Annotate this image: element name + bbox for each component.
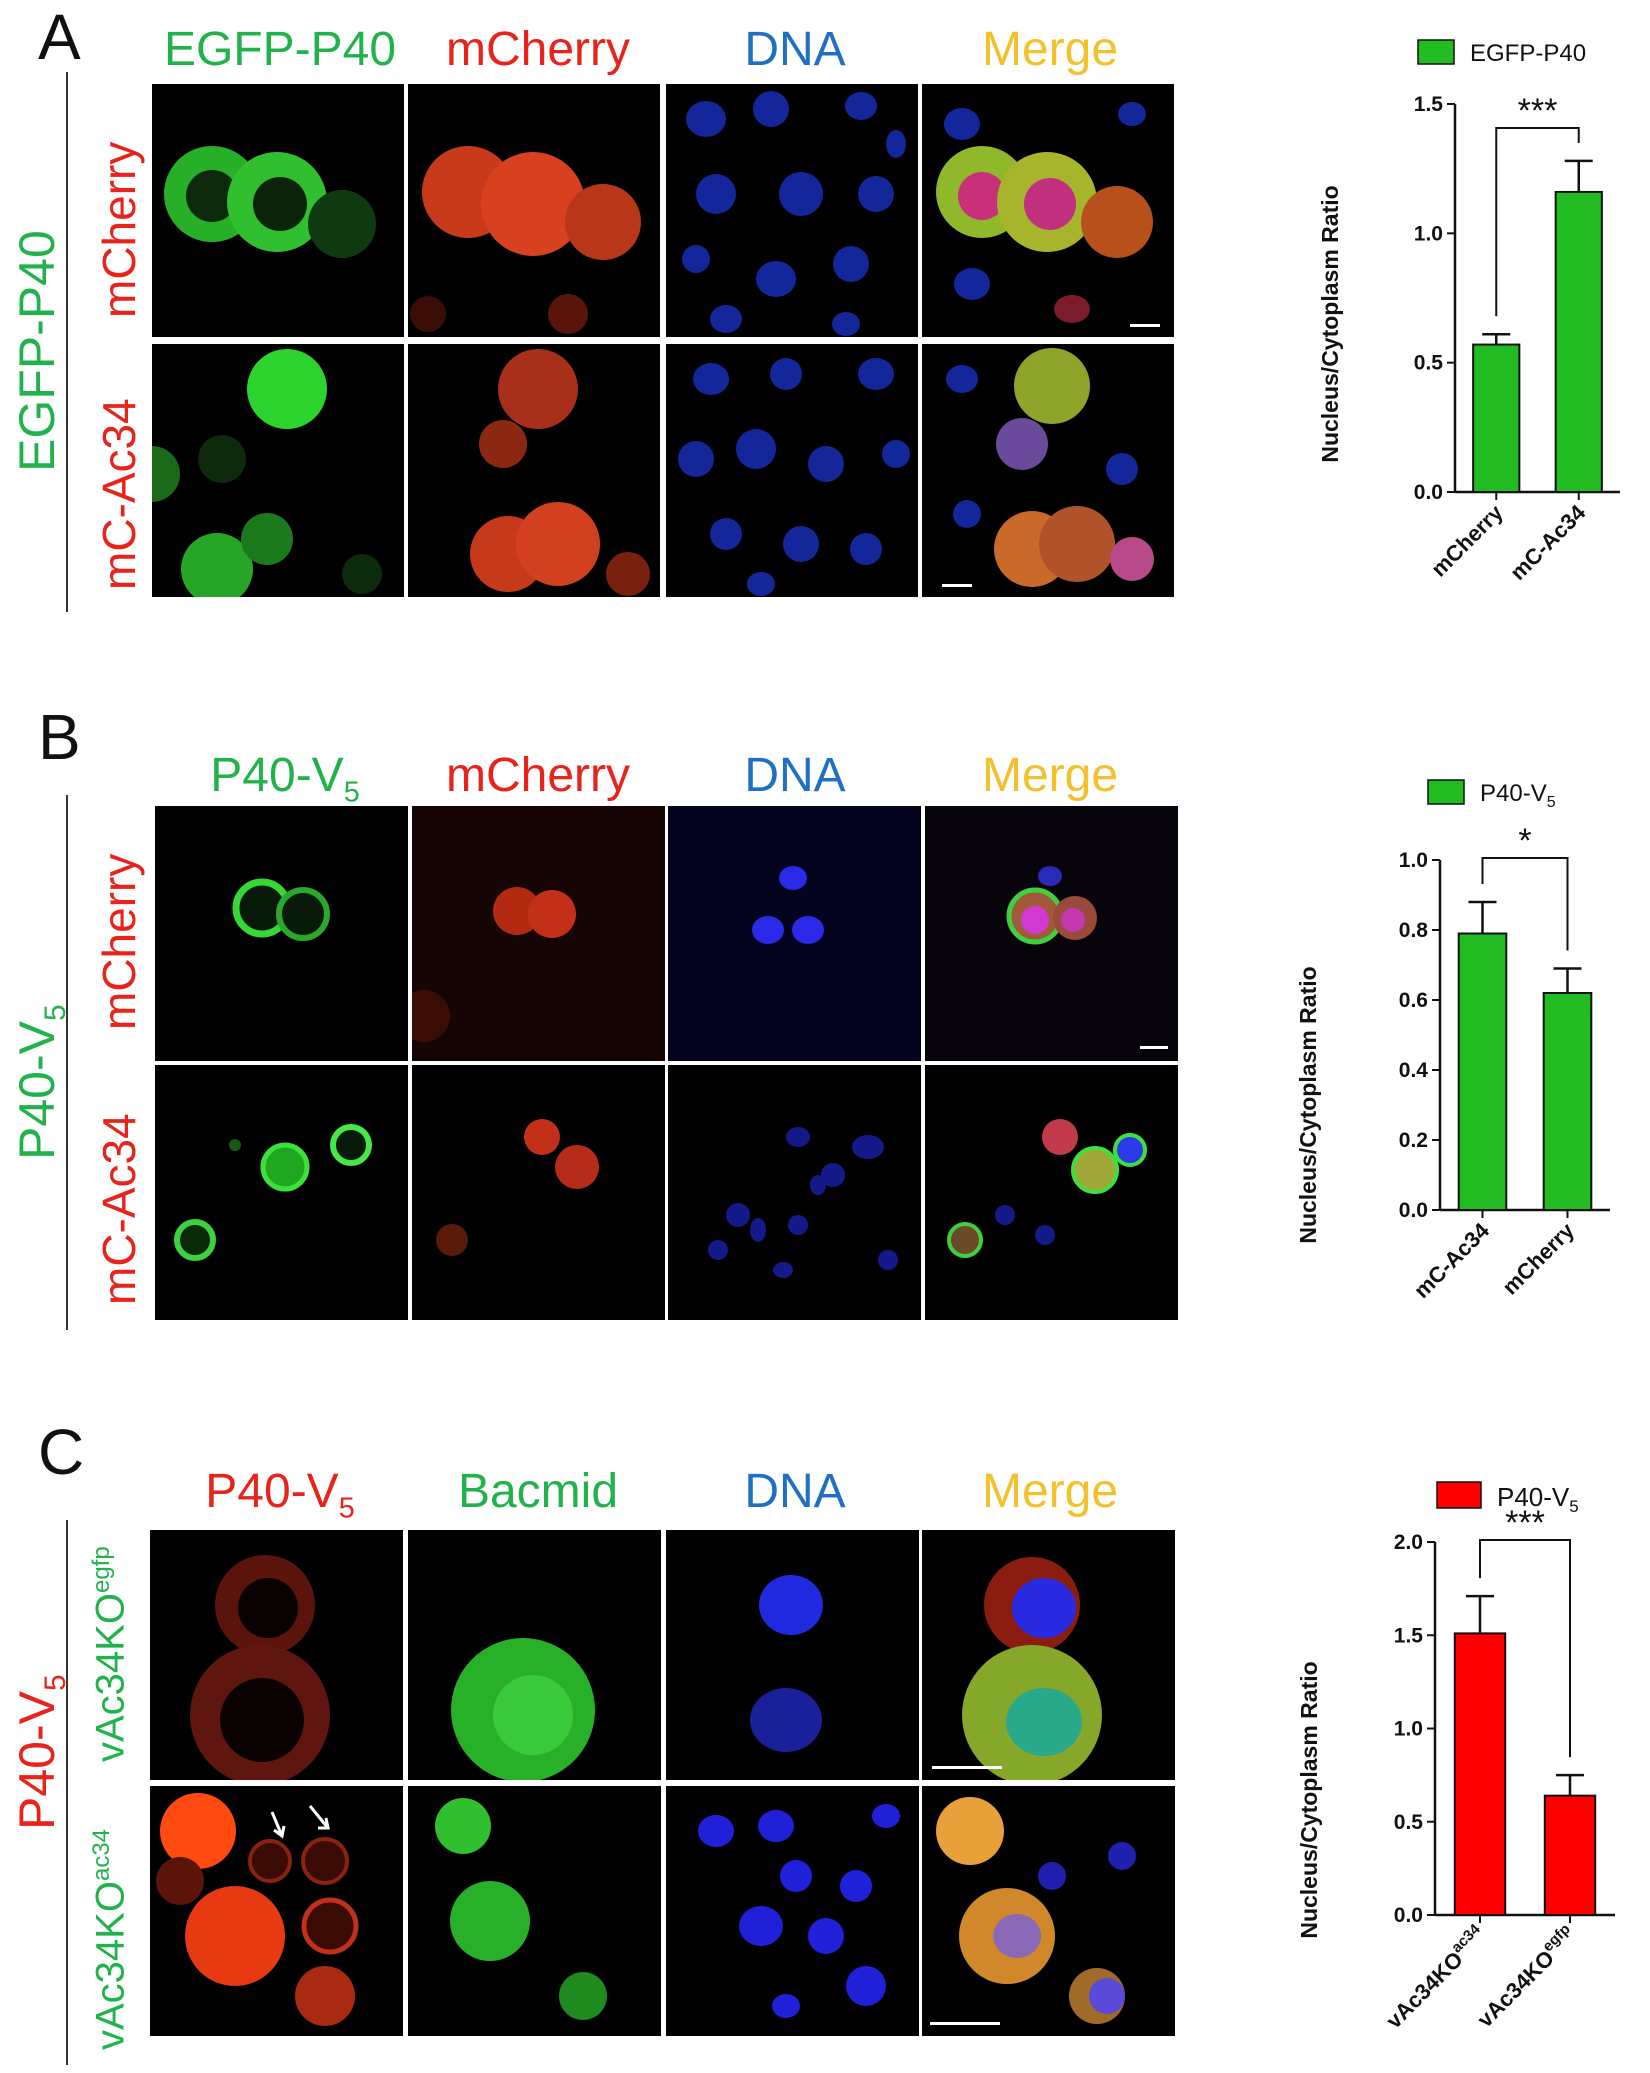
significance-bracket <box>1481 857 1569 951</box>
micrograph-b-merge-mcherry <box>925 806 1178 1061</box>
bar <box>1457 932 1508 1211</box>
micrograph-a-merge-mcherry <box>922 84 1174 337</box>
row-label-mcherry: mCherry <box>93 141 145 318</box>
row-label-mcherry-b: mCherry <box>93 853 145 1030</box>
micrograph-c-p40-egfp <box>150 1530 403 1780</box>
col-head-mcherry-b: mCherry <box>445 749 630 802</box>
col-head-dna-b: DNA <box>744 749 846 802</box>
y-tick-label: 1.0 <box>1394 1718 1423 1741</box>
y-tick-label: 0.0 <box>1414 481 1443 504</box>
legend-swatch-a <box>1417 39 1455 65</box>
micrograph-b-merge-mc-ac34 <box>925 1065 1178 1320</box>
y-tick-label: 2.0 <box>1394 1531 1423 1554</box>
row-label-mc-ac34-b: mC-Ac34 <box>93 1113 145 1305</box>
bar-chart-c: P40-V5 Nucleus/Cytoplasm Ratio 0.0 0.5 1.0… <box>1296 1481 1615 2033</box>
micrograph-a-mcherry-mc-ac34 <box>408 344 660 597</box>
significance-stars: * <box>1518 822 1531 860</box>
row-label-vac34ko-ac34: vAc34KOac34 <box>88 1828 133 2050</box>
col-head-mcherry: mCherry <box>445 23 630 76</box>
col-head-merge-b: Merge <box>981 749 1119 802</box>
bar <box>1554 190 1603 494</box>
side-label-egfp-p40: EGFP-P40 <box>9 230 65 472</box>
significance-bracket <box>1495 127 1580 317</box>
y-tick-label: 1.5 <box>1394 1624 1424 1647</box>
side-label-p40-v5-b: P40-V5 <box>9 1004 72 1160</box>
y-tick-label: 0.2 <box>1399 1129 1428 1152</box>
legend-label-c: P40-V5 <box>1497 1482 1579 1516</box>
col-head-dna: DNA <box>744 23 846 76</box>
bar <box>1543 1794 1597 1917</box>
x-tick-label: mC-Ac34 <box>1409 1217 1495 1303</box>
side-label-p40-v5-c: P40-V5 <box>9 1674 72 1830</box>
col-head-bacmid: Bacmid <box>457 1465 619 1518</box>
x-tick-label: mCherry <box>1426 499 1508 580</box>
row-label-vac34ko-egfp: vAc34KOegfp <box>88 1546 133 1762</box>
bar <box>1542 992 1593 1211</box>
y-tick-label: 0.5 <box>1394 1811 1424 1834</box>
micrograph-c-bacmid-ac34 <box>408 1786 661 2036</box>
legend-label-b: P40-V5 <box>1480 780 1556 811</box>
y-tick-label: 0.6 <box>1399 989 1428 1012</box>
micrograph-b-mcherry-mcherry <box>412 806 665 1061</box>
col-head-p40-v5: P40-V5 <box>210 749 360 809</box>
legend-swatch-c <box>1436 1481 1482 1509</box>
micrograph-b-mcherry-mc-ac34 <box>412 1065 665 1320</box>
x-tick-label: vAc34KOegfp <box>1470 1921 1581 2032</box>
col-head-dna-c: DNA <box>744 1465 846 1518</box>
micrograph-b-dna-mcherry <box>668 806 921 1061</box>
x-tick-label: mCherry <box>1497 1217 1579 1299</box>
col-head-merge-c: Merge <box>981 1465 1119 1518</box>
y-axis-label-b: Nucleus/Cytoplasm Ratio <box>1295 966 1321 1243</box>
row-label-mc-ac34: mC-Ac34 <box>93 398 145 590</box>
y-tick-label: 1.0 <box>1399 849 1428 872</box>
y-tick-label: 0.5 <box>1414 352 1444 375</box>
bar <box>1453 1632 1507 1916</box>
y-tick-label: 0.0 <box>1399 1199 1428 1222</box>
panel-letter-b: B <box>38 701 81 773</box>
col-head-p40-v5-c: P40-V5 <box>205 1465 355 1525</box>
micrograph-a-merge-mc-ac34 <box>922 344 1174 597</box>
x-tick-label: mC-Ac34 <box>1505 499 1591 580</box>
col-head-egfp-p40: EGFP-P40 <box>163 23 397 76</box>
significance-bracket <box>1479 1539 1571 1758</box>
micrograph-a-dna-mcherry <box>666 84 918 337</box>
micrograph-a-dna-mc-ac34 <box>666 344 918 597</box>
micrograph-c-merge-egfp <box>922 1530 1175 1780</box>
micrograph-c-merge-ac34 <box>922 1786 1175 2036</box>
y-tick-label: 0.8 <box>1399 919 1429 942</box>
micrograph-b-p40-mc-ac34 <box>155 1065 408 1320</box>
bar-chart-b: P40-V5 Nucleus/Cytoplasm Ratio 0.0 0.2 0.4… <box>1295 779 1610 1303</box>
significance-stars: *** <box>1505 1504 1545 1542</box>
side-divider-c <box>66 1520 68 2065</box>
bar-chart-a: EGFP-P40 Nucleus/Cytoplasm Ratio 0.0 0.5 1… <box>1317 39 1620 580</box>
legend-swatch-b <box>1427 779 1465 805</box>
y-tick-label: 1.5 <box>1414 93 1444 116</box>
bar <box>1472 343 1521 493</box>
micrograph-c-bacmid-egfp <box>408 1530 661 1780</box>
side-divider-b <box>66 795 68 1330</box>
micrograph-c-dna-egfp <box>666 1530 919 1780</box>
y-axis-label-c: Nucleus/Cytoplasm Ratio <box>1296 1661 1322 1938</box>
legend-label-a: EGFP-P40 <box>1470 40 1586 67</box>
micrograph-b-p40-mcherry <box>155 806 408 1061</box>
micrograph-a-mcherry-mcherry <box>408 84 660 337</box>
significance-stars: *** <box>1518 92 1558 130</box>
micrograph-b-dna-mc-ac34 <box>668 1065 921 1320</box>
micrograph-c-p40-ac34 <box>150 1786 403 2036</box>
micrograph-a-egfp-mcherry <box>152 84 404 337</box>
panel-letter-a: A <box>38 1 81 73</box>
micrograph-a-egfp-mc-ac34 <box>152 344 404 597</box>
panel-letter-c: C <box>38 1416 85 1488</box>
y-tick-label: 1.0 <box>1414 222 1443 245</box>
y-tick-label: 0.0 <box>1394 1904 1423 1927</box>
y-axis-label-a: Nucleus/Cytoplasm Ratio <box>1317 185 1343 462</box>
y-tick-label: 0.4 <box>1399 1059 1429 1082</box>
micrograph-c-dna-ac34 <box>666 1786 919 2036</box>
col-head-merge: Merge <box>981 23 1119 76</box>
side-divider <box>66 72 68 612</box>
